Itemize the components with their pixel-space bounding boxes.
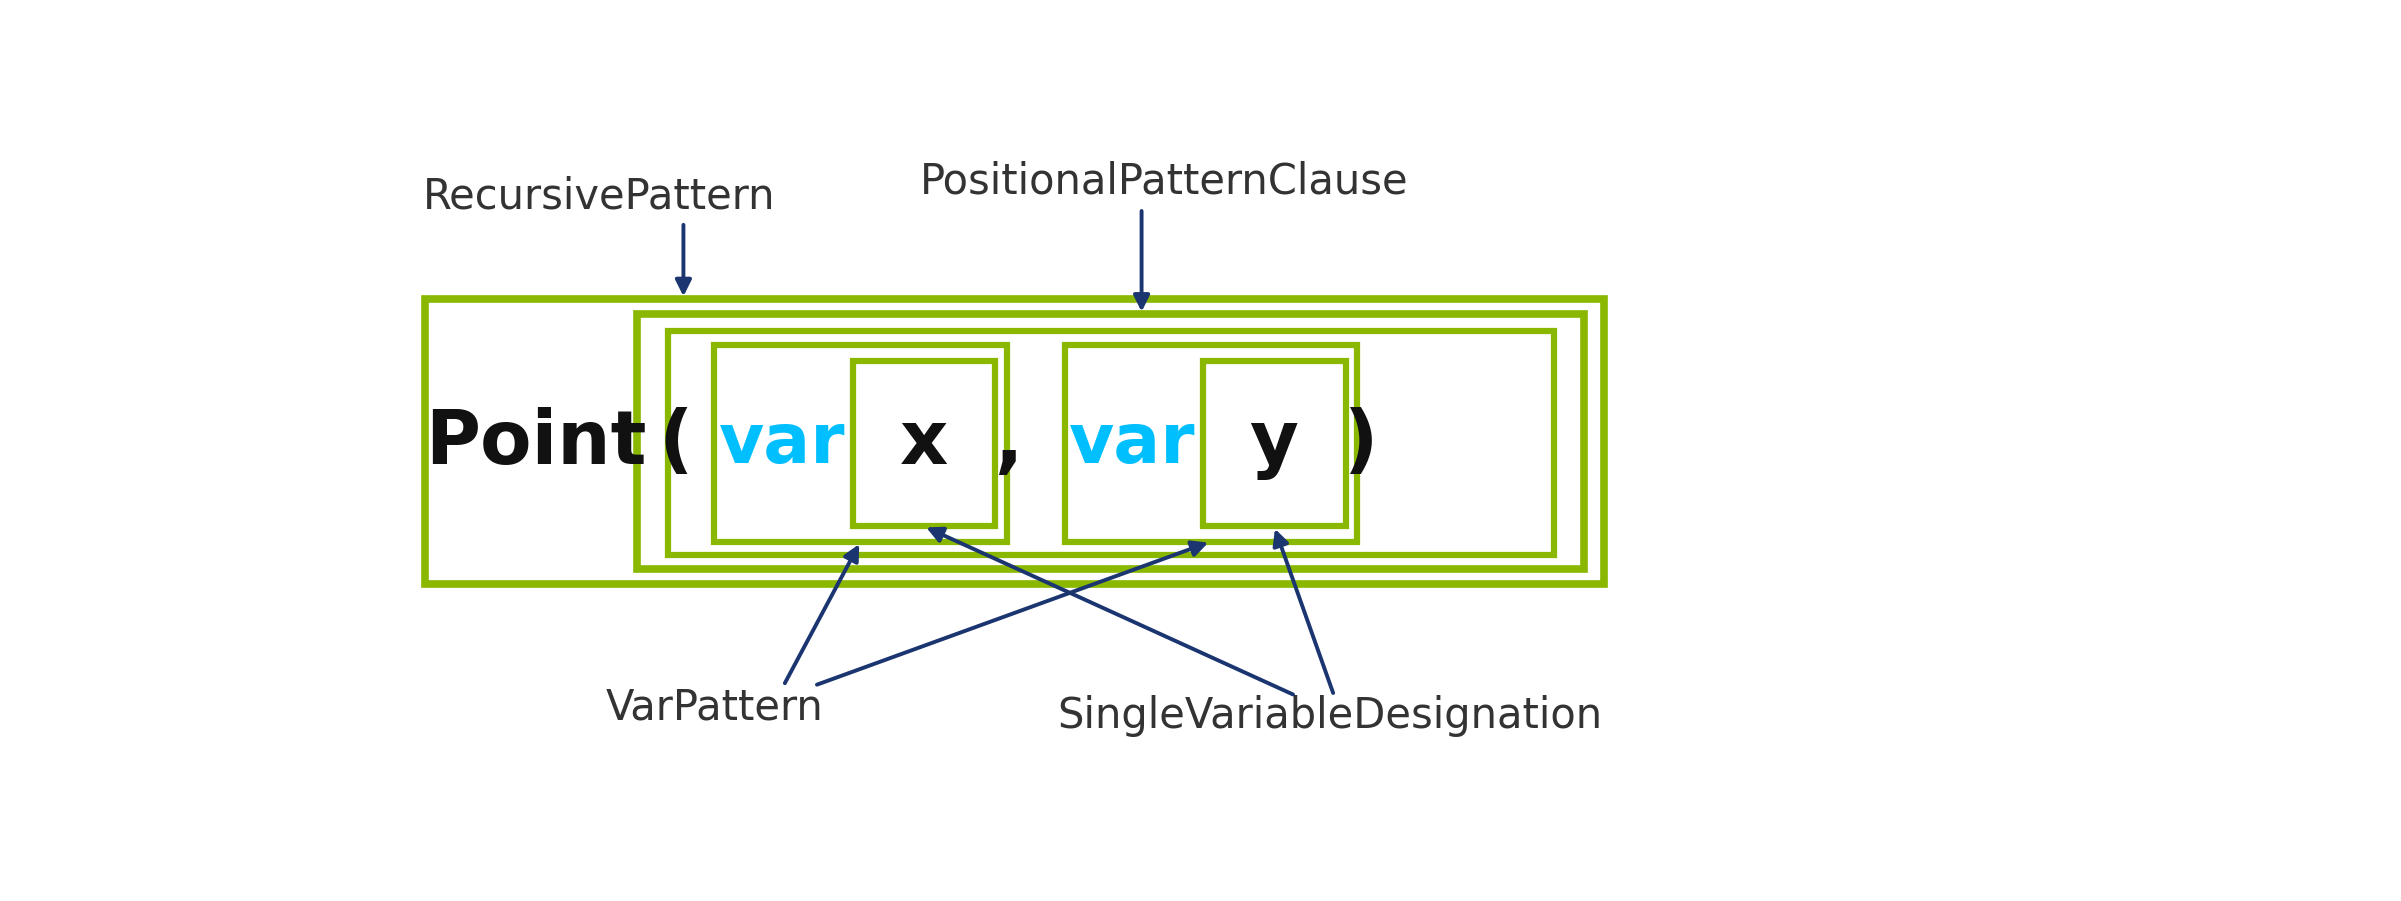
Text: Point: Point [425, 406, 646, 479]
Bar [425, 299, 1604, 584]
Text: y: y [1249, 406, 1299, 479]
Bar [1064, 345, 1357, 542]
Text: ,: , [994, 406, 1023, 479]
Text: var: var [718, 410, 845, 477]
Text: RecursivePattern: RecursivePattern [423, 176, 776, 218]
Text: ): ) [1345, 406, 1378, 479]
Bar [667, 332, 1553, 555]
Bar [1203, 360, 1345, 526]
Bar [636, 314, 1585, 569]
Text: x: x [900, 406, 948, 479]
Bar [713, 345, 1006, 542]
Text: (: ( [658, 406, 694, 479]
Text: PositionalPatternClause: PositionalPatternClause [920, 160, 1409, 202]
Text: VarPattern: VarPattern [605, 687, 824, 728]
Text: SingleVariableDesignation: SingleVariableDesignation [1059, 696, 1604, 737]
Bar [852, 360, 996, 526]
Text: var: var [1068, 410, 1196, 477]
